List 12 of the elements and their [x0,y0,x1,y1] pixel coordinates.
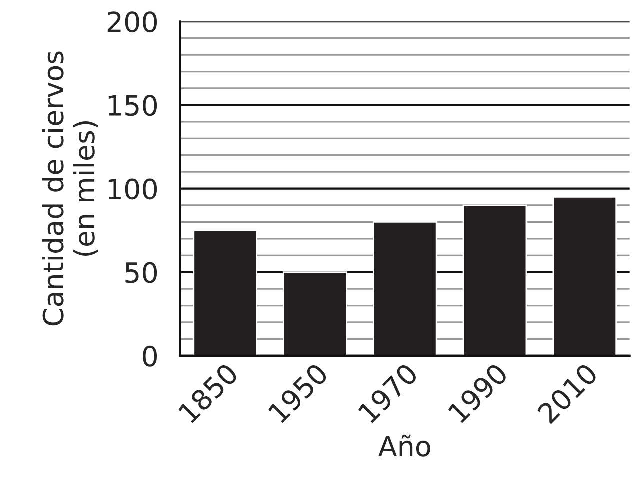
y-axis-title: Cantidad de ciervos (en miles) [42,52,98,326]
y-tick-label: 200 [108,12,158,33]
y-tick-label: 50 [126,262,158,284]
y-tick-label: 0 [143,346,158,367]
bar [552,196,618,356]
y-tick-label: 150 [108,95,158,116]
bar [372,222,438,356]
bar [193,230,258,356]
bar [283,272,348,356]
y-tick-label: 100 [108,178,158,200]
bar [462,204,528,356]
x-axis-title: Año [378,434,430,457]
